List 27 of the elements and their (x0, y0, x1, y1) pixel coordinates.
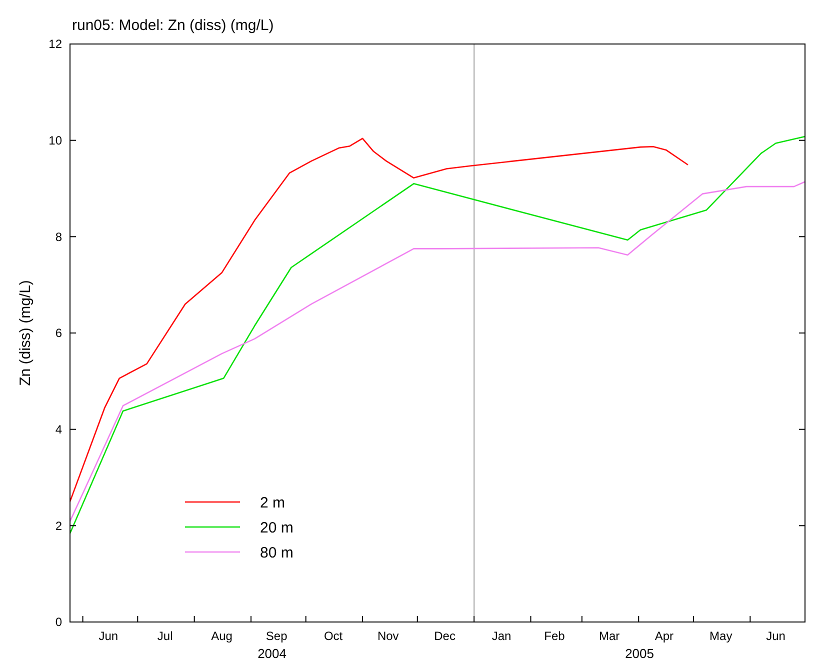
y-tick-label: 12 (48, 37, 62, 52)
y-tick-label: 8 (55, 230, 62, 244)
legend-label: 80 m (260, 544, 294, 562)
x-tick-label: Nov (377, 629, 399, 643)
x-tick-label: Oct (324, 629, 344, 643)
x-tick-label: Mar (599, 629, 620, 643)
x-tick-label: Jun (766, 629, 786, 643)
y-tick-label: 0 (55, 615, 62, 630)
legend-label: 2 m (260, 494, 286, 512)
x-tick-label: Jun (98, 629, 118, 643)
chart-title: run05: Model: Zn (diss) (mg/L) (72, 17, 274, 34)
x-tick-label: Feb (544, 629, 566, 643)
y-tick-label: 4 (55, 422, 62, 437)
x-tick-label: May (710, 629, 732, 643)
y-axis-title: Zn (diss) (mg/L) (17, 280, 34, 386)
x-tick-label: Jul (157, 629, 173, 643)
y-tick-label: 6 (55, 326, 62, 340)
y-tick-label: 2 (55, 518, 62, 533)
x-tick-label: Apr (654, 629, 674, 643)
y-tick-label: 10 (48, 134, 62, 148)
x-tick-label: Sep (266, 629, 288, 643)
text: 2005 (625, 646, 654, 661)
x-tick-label: Aug (211, 629, 232, 643)
legend-label: 20 m (260, 519, 294, 536)
text: 2004 (258, 646, 286, 661)
x-tick-label: Jan (492, 629, 512, 643)
x-tick-label: Dec (434, 629, 456, 643)
